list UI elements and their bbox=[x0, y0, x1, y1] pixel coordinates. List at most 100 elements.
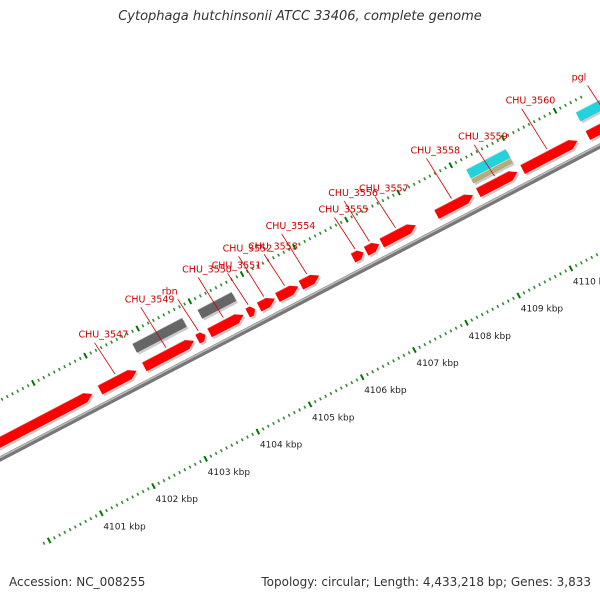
lower-minor-tick bbox=[475, 315, 479, 320]
upper-minor-tick bbox=[183, 302, 187, 306]
feature-cds[interactable] bbox=[585, 110, 600, 141]
upper-minor-tick bbox=[438, 168, 442, 173]
upper-minor-tick bbox=[522, 125, 526, 129]
feature-cds[interactable] bbox=[245, 306, 256, 318]
feature-trna[interactable] bbox=[465, 148, 511, 179]
feature-highlight bbox=[520, 139, 569, 166]
feature-highlight bbox=[274, 285, 290, 294]
upper-minor-tick bbox=[16, 389, 20, 393]
lower-minor-tick bbox=[157, 481, 161, 486]
feature-cds[interactable] bbox=[433, 194, 474, 220]
feature-cds[interactable] bbox=[141, 339, 195, 372]
accession-label: Accession: NC_008255 bbox=[9, 575, 146, 589]
upper-minor-tick bbox=[47, 373, 51, 377]
upper-minor-tick bbox=[256, 264, 260, 268]
feature-label: CHU_3551 bbox=[212, 260, 262, 271]
lower-minor-tick bbox=[355, 378, 359, 382]
upper-minor-tick bbox=[26, 383, 30, 388]
feature-cds[interactable] bbox=[194, 332, 206, 344]
feature-cds[interactable] bbox=[298, 274, 320, 290]
feature-cds[interactable] bbox=[97, 369, 137, 395]
feature-cds[interactable] bbox=[379, 224, 417, 248]
lower-minor-tick bbox=[214, 451, 218, 456]
upper-minor-tick bbox=[131, 329, 134, 333]
ruler-tick-label: 4109 kbp bbox=[521, 305, 564, 315]
lower-minor-tick bbox=[334, 389, 338, 393]
lower-minor-tick bbox=[105, 508, 108, 513]
upper-minor-tick bbox=[376, 201, 380, 206]
lower-minor-tick bbox=[313, 399, 317, 404]
lower-minor-tick bbox=[272, 421, 275, 426]
upper-minor-tick bbox=[538, 117, 541, 121]
feature-highlight bbox=[470, 157, 511, 180]
feature-cds[interactable] bbox=[363, 242, 380, 256]
upper-minor-tick bbox=[178, 305, 181, 309]
genome-summary: Topology: circular; Length: 4,433,218 bp… bbox=[261, 575, 591, 589]
feature-rrna[interactable] bbox=[470, 158, 513, 184]
label-leader-line bbox=[521, 108, 548, 150]
feature-cds[interactable] bbox=[274, 285, 299, 303]
upper-minor-tick bbox=[532, 119, 536, 124]
lower-minor-tick bbox=[366, 372, 369, 377]
label-leader-line bbox=[334, 217, 356, 250]
ruler-tick-label: 4110 kbp bbox=[573, 277, 600, 287]
upper-major-tick bbox=[552, 107, 558, 114]
feature-cds[interactable] bbox=[256, 297, 276, 312]
feature-gene[interactable] bbox=[197, 291, 237, 319]
lower-minor-tick bbox=[376, 367, 380, 371]
backbone-highlight bbox=[0, 143, 600, 459]
feature-cds[interactable] bbox=[519, 139, 578, 175]
lower-major-tick bbox=[307, 401, 313, 408]
upper-minor-tick bbox=[58, 367, 61, 372]
lower-minor-tick bbox=[230, 443, 234, 447]
lower-major-tick bbox=[203, 455, 208, 462]
lower-minor-tick bbox=[579, 261, 583, 265]
upper-major-tick bbox=[31, 379, 36, 387]
upper-minor-tick bbox=[558, 106, 562, 110]
lower-minor-tick bbox=[506, 299, 510, 303]
feature-cds[interactable] bbox=[206, 314, 244, 338]
upper-minor-tick bbox=[167, 310, 171, 314]
upper-minor-tick bbox=[355, 212, 359, 216]
feature-trna[interactable] bbox=[575, 88, 600, 122]
upper-minor-tick bbox=[412, 182, 416, 186]
upper-minor-tick bbox=[548, 111, 552, 116]
lower-minor-tick bbox=[136, 492, 140, 496]
upper-tick-track bbox=[0, 95, 583, 401]
lower-minor-tick bbox=[110, 506, 114, 510]
feature-cds[interactable] bbox=[350, 250, 364, 263]
lower-minor-tick bbox=[407, 351, 411, 355]
lower-minor-tick bbox=[527, 288, 531, 292]
lower-major-tick bbox=[412, 346, 417, 354]
upper-major-tick bbox=[396, 189, 401, 196]
upper-minor-tick bbox=[381, 198, 385, 203]
label-leader-line bbox=[177, 299, 199, 331]
upper-minor-tick bbox=[407, 185, 411, 189]
upper-minor-tick bbox=[63, 364, 67, 369]
feature-gene[interactable] bbox=[132, 317, 187, 353]
lower-minor-tick bbox=[371, 370, 375, 374]
feature-cds[interactable] bbox=[0, 393, 93, 449]
lower-major-tick bbox=[46, 537, 52, 544]
lower-minor-tick bbox=[235, 440, 239, 445]
lower-minor-tick bbox=[538, 282, 541, 287]
upper-minor-tick bbox=[125, 332, 129, 336]
upper-minor-tick bbox=[162, 313, 166, 317]
upper-minor-tick bbox=[418, 179, 421, 184]
feature-highlight bbox=[379, 223, 407, 240]
lower-minor-tick bbox=[480, 312, 484, 317]
upper-minor-tick bbox=[386, 196, 390, 200]
lower-minor-tick bbox=[79, 522, 82, 526]
upper-minor-tick bbox=[350, 215, 354, 219]
lower-minor-tick bbox=[193, 462, 197, 466]
lower-minor-tick bbox=[522, 291, 526, 295]
lower-minor-tick bbox=[261, 427, 265, 431]
upper-minor-tick bbox=[433, 171, 437, 176]
feature-cds[interactable] bbox=[475, 171, 518, 198]
ruler-tick-label: 4101 kbp bbox=[103, 522, 146, 532]
map-title: Cytophaga hutchinsonii ATCC 33406, compl… bbox=[118, 9, 482, 24]
lower-minor-tick bbox=[574, 263, 578, 268]
upper-minor-tick bbox=[94, 348, 98, 352]
feature-label: CHU_3550 bbox=[182, 264, 232, 275]
